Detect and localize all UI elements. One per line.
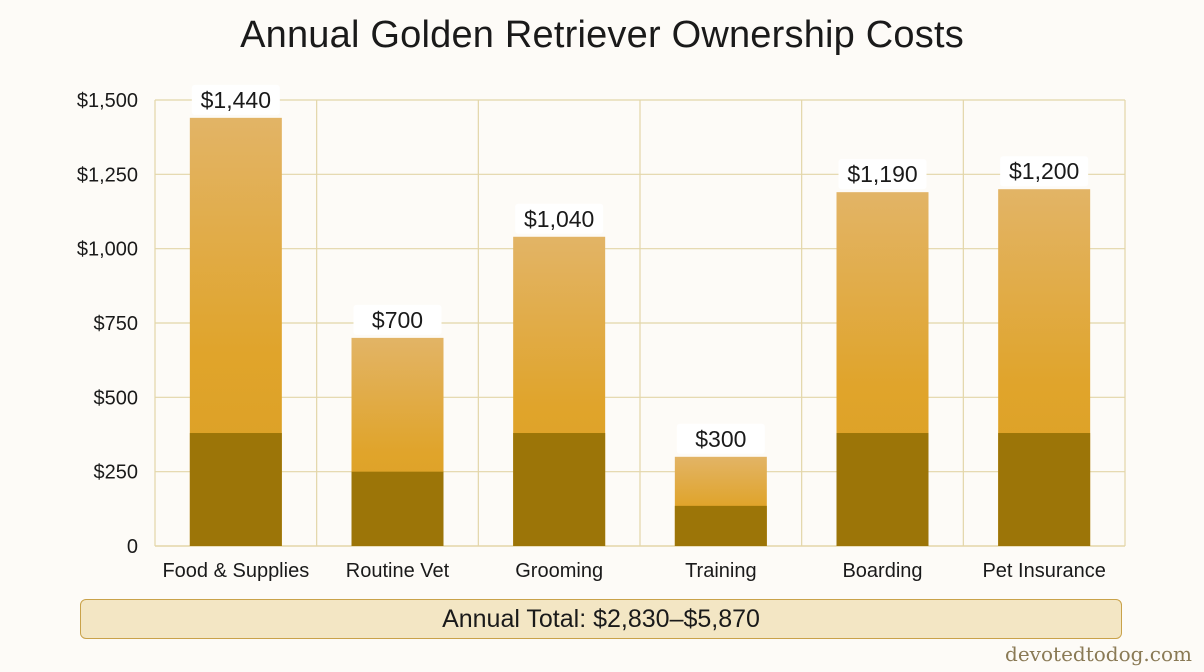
category-label: Training <box>685 560 757 582</box>
value-label-background <box>353 304 442 335</box>
value-label: $1,040 <box>524 206 594 232</box>
bar-lower-segment <box>351 471 444 546</box>
value-label: $1,440 <box>201 87 271 113</box>
y-tick-label: $1,250 <box>77 164 138 186</box>
bar-lower-segment <box>513 433 606 546</box>
labels: 0 $250 $500 $750 $1,000 $1,250 $1,500 $1,440 Foo… <box>77 84 1106 582</box>
category-label: Boarding <box>842 560 922 582</box>
bar-lower-segment <box>998 433 1091 546</box>
value-label: $700 <box>372 307 423 333</box>
y-tick-label: $1,500 <box>77 90 138 112</box>
value-label-background <box>838 159 927 190</box>
y-tick-label: $250 <box>94 462 139 484</box>
chart-title: Annual Golden Retriever Ownership Costs <box>240 14 964 56</box>
y-tick-label: $1,000 <box>77 239 138 261</box>
value-label-background <box>1000 156 1089 187</box>
watermark-text: devotedtodog.com <box>1005 642 1192 666</box>
category-label: Food & Supplies <box>162 560 309 582</box>
value-label: $1,190 <box>847 161 917 187</box>
annual-total-text: Annual Total: $2,830–$5,870 <box>442 604 760 633</box>
bar-lower-segment <box>189 433 282 546</box>
value-label: $300 <box>695 426 746 452</box>
grid-lines <box>154 99 1126 547</box>
value-label-background <box>191 84 280 115</box>
category-label: Pet Insurance <box>982 560 1105 582</box>
value-label-background <box>676 423 765 454</box>
y-tick-label: $750 <box>94 313 139 335</box>
category-label: Grooming <box>515 560 603 582</box>
bar-lower-segment <box>836 433 929 546</box>
bar-lower-segment <box>674 505 767 546</box>
y-tick-label: $500 <box>94 387 139 409</box>
y-tick-label: 0 <box>127 536 138 558</box>
value-label: $1,200 <box>1009 158 1079 184</box>
bars <box>189 117 1091 547</box>
annual-total-banner: Annual Total: $2,830–$5,870 <box>80 599 1122 639</box>
bar-chart: 0 $250 $500 $750 $1,000 $1,250 $1,500 $1,440 Foo… <box>77 84 1126 582</box>
category-label: Routine Vet <box>346 560 450 582</box>
value-label-background <box>515 203 604 234</box>
